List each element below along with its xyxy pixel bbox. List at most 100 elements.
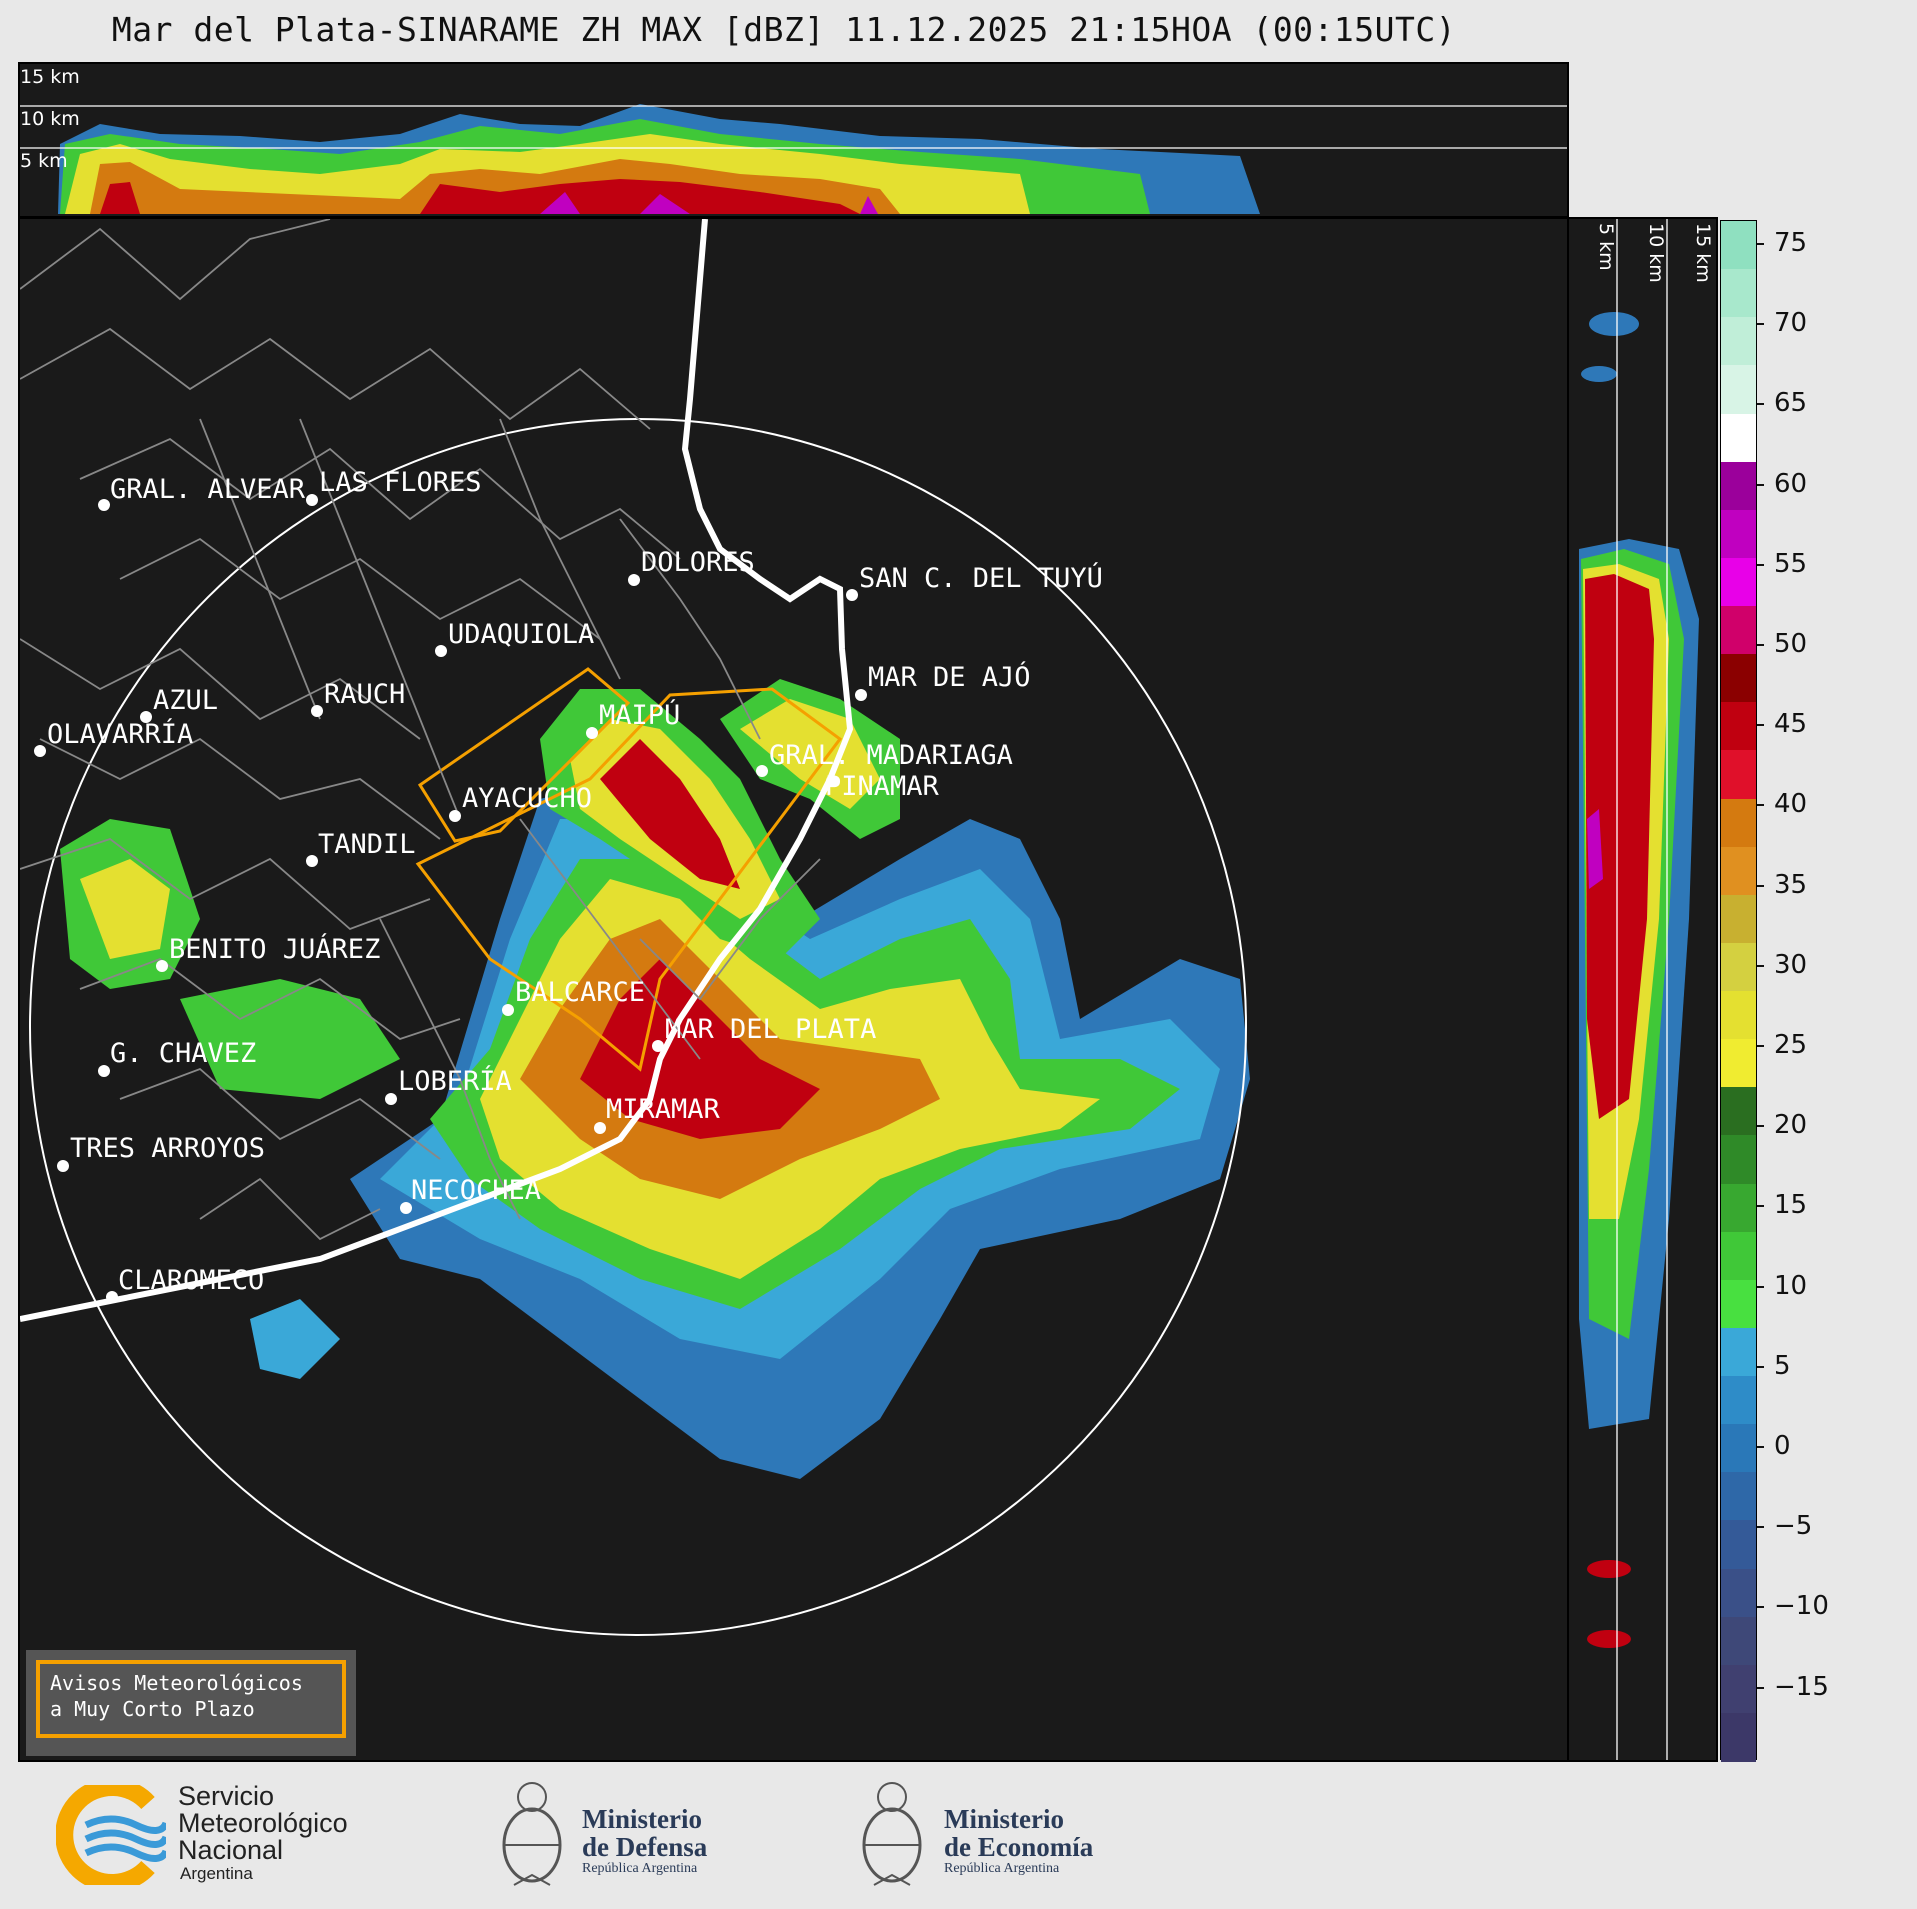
city-label-necochea: NECOCHEA — [411, 1175, 541, 1206]
side-strip-label-10km: 10 km — [1645, 223, 1667, 283]
city-label-maipu: MAIPÚ — [599, 699, 680, 731]
footer-logos: Servicio Meteorológico Nacional Argentin… — [0, 1765, 1917, 1909]
city-label-gral-alvear: GRAL. ALVEAR — [110, 474, 306, 505]
color-scale-band — [1721, 654, 1756, 703]
color-scale-bar — [1720, 220, 1757, 1762]
color-scale-band — [1721, 269, 1756, 318]
defensa-line2: de Defensa — [582, 1832, 708, 1862]
map-title: Mar del Plata-SINARAME ZH MAX [dBZ] 11.1… — [111, 10, 1457, 49]
smn-line3: Nacional — [178, 1835, 284, 1865]
color-scale-tick: 15 — [1756, 1190, 1807, 1220]
color-scale-band — [1721, 1183, 1756, 1233]
city-label-miramar: MIRAMAR — [606, 1094, 721, 1125]
city-label-olavarria: OLAVARRÍA — [47, 718, 193, 750]
city-label-mar-del-plata: MAR DEL PLATA — [665, 1014, 876, 1045]
city-label-pinamar: PINAMAR — [825, 771, 940, 802]
color-scale-band — [1721, 942, 1756, 992]
color-scale-band — [1721, 365, 1756, 414]
color-scale-band — [1721, 702, 1756, 751]
top-strip-label-10km: 10 km — [20, 108, 80, 130]
color-scale-band — [1721, 221, 1756, 270]
alert-legend-frame: Avisos Meteorológicos a Muy Corto Plazo — [36, 1660, 346, 1738]
color-scale-tick: 30 — [1756, 950, 1807, 980]
side-cross-section: 5 km 10 km 15 km — [1567, 217, 1718, 1762]
color-scale-tick: 25 — [1756, 1030, 1807, 1060]
city-label-claromeco: CLAROMECO — [118, 1265, 264, 1296]
city-label-mar-de-ajo: MAR DE AJÓ — [868, 661, 1031, 693]
color-scale-tick: 60 — [1756, 469, 1807, 499]
color-scale-band — [1721, 1135, 1756, 1184]
city-label-gral-madariaga: GRAL. MADARIAGA — [769, 740, 1013, 771]
smn-logo-icon — [56, 1785, 166, 1885]
city-label-ayacucho: AYACUCHO — [462, 783, 592, 814]
color-scale-tick: 5 — [1757, 1351, 1791, 1381]
city-label-udaquiola: UDAQUIOLA — [448, 619, 594, 650]
color-scale-tick: 70 — [1756, 308, 1807, 338]
smn-line1: Servicio — [178, 1781, 275, 1811]
smn-line2: Meteorológico — [178, 1808, 348, 1838]
color-scale-band — [1721, 846, 1756, 896]
coat-of-arms-defensa-icon — [502, 1782, 562, 1886]
city-label-tandil: TANDIL — [318, 829, 416, 860]
city-label-dolores: DOLORES — [641, 547, 755, 578]
smn-logo-text: Servicio Meteorológico Nacional Argentin… — [178, 1783, 348, 1884]
color-scale-band — [1721, 461, 1756, 511]
color-scale-band — [1721, 1039, 1756, 1088]
economia-line2: de Economía — [944, 1832, 1094, 1862]
color-scale-ticks: 75 70 65 60 55 50 45 40 35 30 25 20 15 10 5 0 −5 −10 −15 — [1756, 220, 1880, 1760]
color-scale-band — [1721, 1424, 1756, 1473]
city-label-g-chavez: G. CHAVEZ — [110, 1038, 256, 1069]
defensa-line3: República Argentina — [582, 1861, 698, 1876]
color-scale-tick: 50 — [1756, 629, 1807, 659]
color-scale-band — [1721, 1472, 1756, 1521]
color-scale-band — [1721, 1376, 1756, 1425]
color-scale-band — [1721, 557, 1756, 607]
color-scale-band — [1721, 750, 1756, 799]
city-label-tres-arroyos: TRES ARROYOS — [70, 1133, 265, 1164]
defensa-line1: Ministerio — [582, 1804, 702, 1834]
color-scale-tick: 65 — [1756, 388, 1807, 418]
alert-legend-line1: Avisos Meteorológicos — [50, 1671, 303, 1695]
color-scale-tick: 20 — [1756, 1110, 1807, 1140]
defensa-logo-text: Ministerio de Defensa República Argentin… — [582, 1805, 707, 1877]
radar-map-graphic: GRAL. ALVEAR LAS FLORES DOLORES SAN C. D… — [20, 219, 1250, 1636]
color-scale-tick: 45 — [1756, 709, 1807, 739]
side-strip-label-5km: 5 km — [1595, 223, 1617, 271]
alert-legend: Avisos Meteorológicos a Muy Corto Plazo — [26, 1650, 356, 1756]
color-scale-band — [1721, 317, 1756, 366]
color-scale-band — [1721, 1712, 1756, 1762]
radar-map: GRAL. ALVEAR LAS FLORES DOLORES SAN C. D… — [18, 217, 1569, 1762]
side-strip-label-15km: 15 km — [1692, 223, 1714, 283]
economia-line3: República Argentina — [944, 1861, 1060, 1876]
color-scale-tick: 75 — [1756, 228, 1807, 258]
color-scale-tick: −15 — [1757, 1672, 1829, 1702]
color-scale-tick: 55 — [1756, 549, 1807, 579]
color-scale-tick: 0 — [1757, 1431, 1791, 1461]
color-scale-tick: 40 — [1756, 789, 1807, 819]
top-strip-label-15km: 15 km — [20, 66, 80, 88]
city-label-balcarce: BALCARCE — [515, 977, 645, 1008]
side-cross-section-graphic — [1579, 219, 1699, 1760]
color-scale-band — [1721, 509, 1756, 559]
city-label-azul: AZUL — [153, 685, 218, 716]
color-scale-band — [1721, 413, 1756, 463]
color-scale-band — [1721, 1664, 1756, 1714]
color-scale-tick: 10 — [1756, 1271, 1807, 1301]
color-scale-tick: 35 — [1756, 870, 1807, 900]
top-cross-section-graphic — [20, 104, 1567, 214]
city-label-rauch: RAUCH — [324, 679, 405, 710]
color-scale-band — [1721, 1087, 1756, 1136]
color-scale-band — [1721, 1327, 1756, 1377]
color-scale-band — [1721, 1616, 1756, 1666]
city-label-loberia: LOBERÍA — [398, 1065, 512, 1097]
economia-logo-text: Ministerio de Economía República Argenti… — [944, 1805, 1093, 1877]
color-scale-band — [1721, 606, 1756, 655]
alert-legend-line2: a Muy Corto Plazo — [50, 1697, 255, 1721]
coat-of-arms-economia-icon — [862, 1782, 922, 1886]
city-label-las-flores: LAS FLORES — [319, 467, 482, 498]
smn-line4: Argentina — [180, 1864, 253, 1883]
color-scale-band — [1721, 1568, 1756, 1618]
economia-line1: Ministerio — [944, 1804, 1064, 1834]
top-strip-label-5km: 5 km — [20, 150, 68, 172]
color-scale-band — [1721, 1520, 1756, 1569]
